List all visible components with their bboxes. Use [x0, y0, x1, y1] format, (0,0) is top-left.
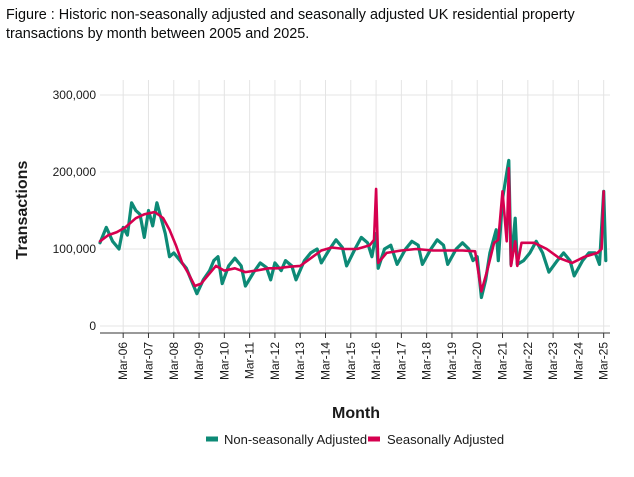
y-axis-ticks: 0 100,000 200,000 300,000 — [53, 88, 97, 333]
y-axis-title: Transactions — [14, 161, 31, 260]
x-tick-label: Mar-17 — [394, 342, 408, 380]
legend-label-0: Non-seasonally Adjusted — [224, 432, 367, 447]
x-axis-title: Month — [332, 405, 380, 422]
x-tick-label: Mar-09 — [192, 342, 206, 380]
x-tick-label: Mar-23 — [546, 342, 560, 380]
x-tick-label: Mar-24 — [571, 342, 585, 380]
x-tick-label: Mar-07 — [141, 342, 155, 380]
y-tick-label: 200,000 — [53, 165, 97, 179]
x-tick-label: Mar-20 — [470, 342, 484, 380]
x-tick-label: Mar-06 — [116, 342, 130, 380]
y-tick-label: 300,000 — [53, 88, 97, 102]
x-tick-label: Mar-18 — [420, 342, 434, 380]
x-tick-label: Mar-15 — [344, 342, 358, 380]
figure-caption: Figure : Historic non-seasonally adjuste… — [6, 7, 575, 42]
legend: Non-seasonally Adjusted Seasonally Adjust… — [206, 432, 504, 447]
y-tick-label: 0 — [89, 319, 96, 333]
x-axis-ticks: Mar-06 Mar-07 Mar-08 Mar-09 Mar-10 Mar-11 Mar-… — [116, 333, 611, 380]
x-tick-label: Mar-08 — [167, 342, 181, 380]
y-tick-label: 100,000 — [53, 242, 97, 256]
x-tick-label: Mar-22 — [521, 342, 535, 380]
legend-label-1: Seasonally Adjusted — [387, 432, 504, 447]
x-tick-label: Mar-13 — [293, 342, 307, 380]
x-tick-label: Mar-11 — [243, 342, 257, 379]
series-line-0 — [98, 158, 608, 300]
x-tick-label: Mar-25 — [597, 342, 611, 380]
x-tick-label: Mar-19 — [445, 342, 459, 380]
x-tick-label: Mar-16 — [369, 342, 383, 380]
x-tick-label: Mar-21 — [496, 342, 510, 380]
x-tick-label: Mar-14 — [318, 342, 332, 380]
x-tick-label: Mar-12 — [268, 342, 282, 380]
x-tick-label: Mar-10 — [217, 342, 231, 380]
series-lines — [98, 158, 608, 300]
grid-lines — [100, 80, 610, 333]
series-line-1 — [98, 166, 605, 293]
